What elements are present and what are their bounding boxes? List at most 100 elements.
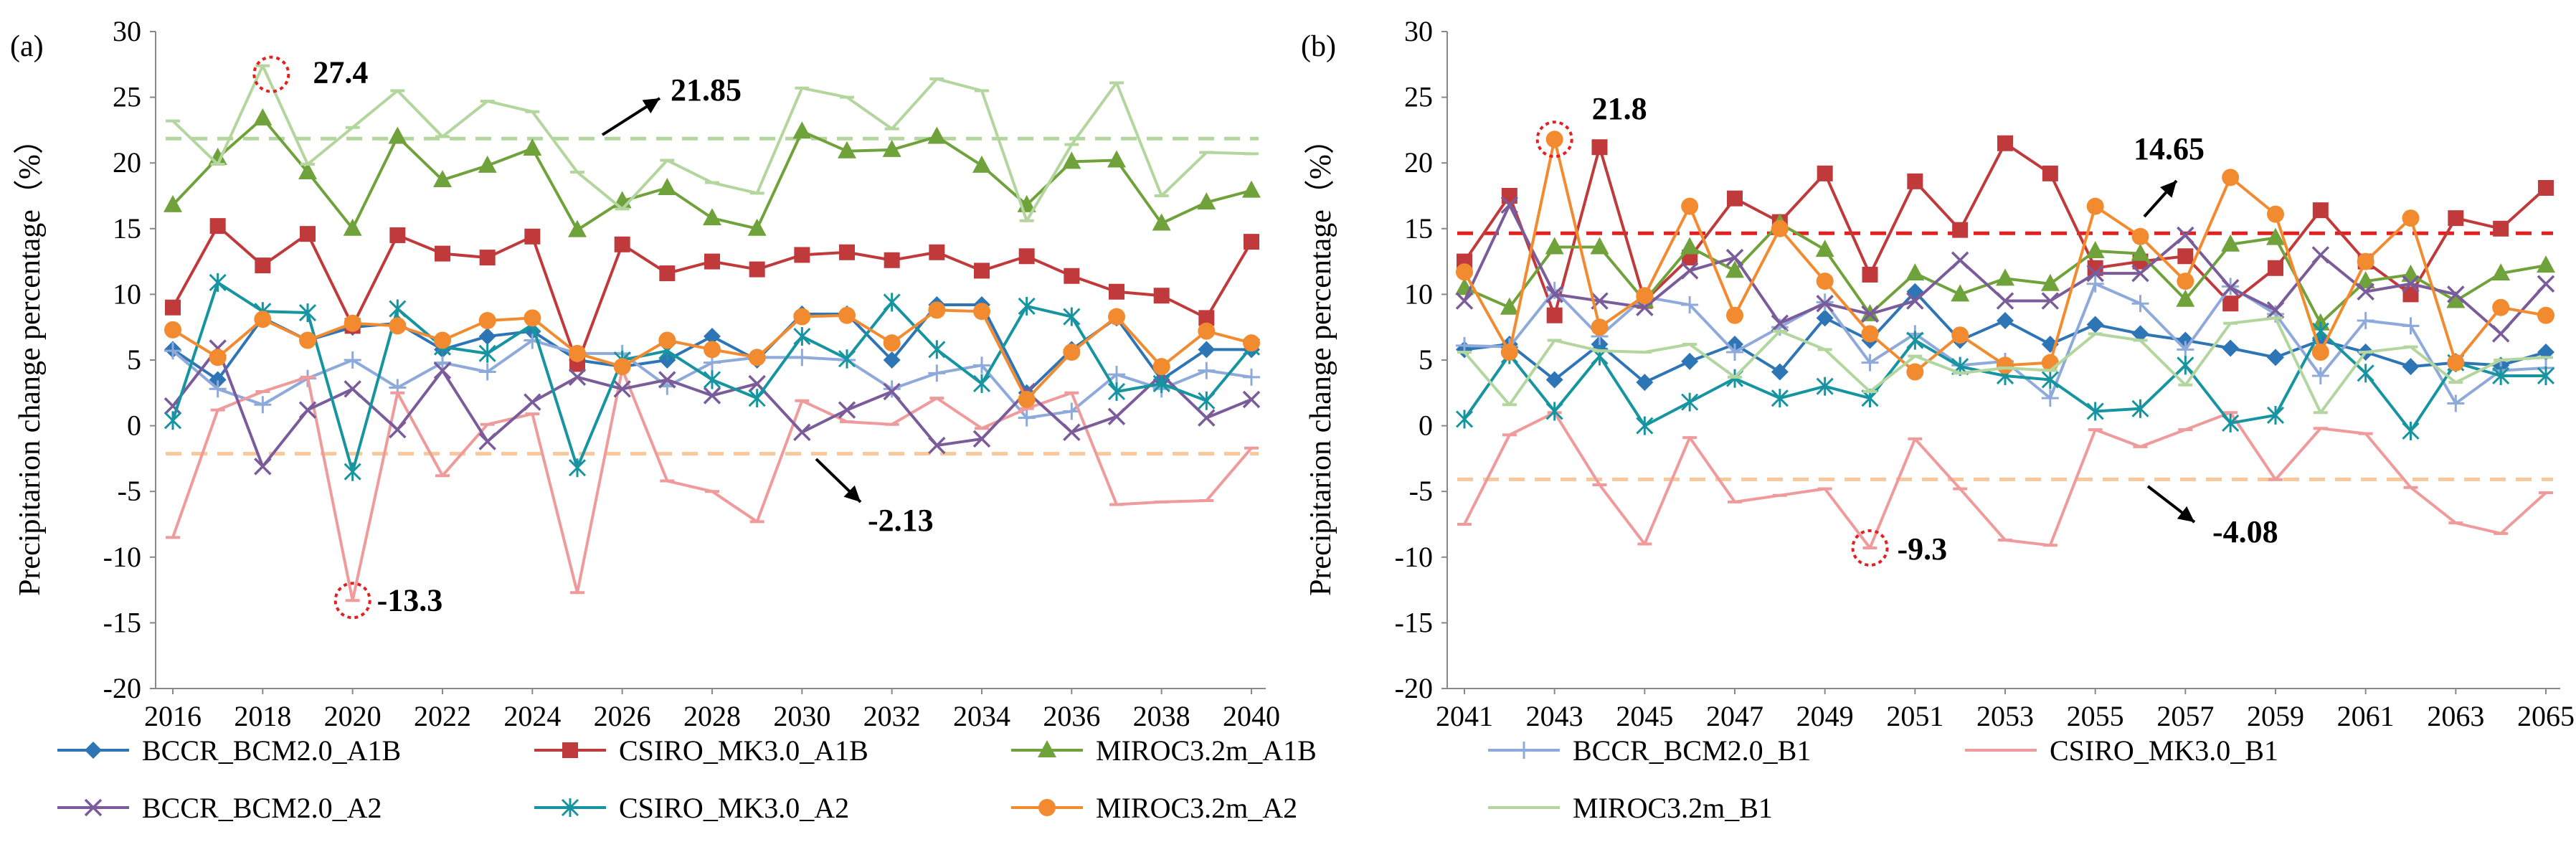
data-point (2176, 289, 2195, 307)
data-point (434, 331, 451, 349)
y-tick-label: 20 (113, 146, 141, 179)
data-point (298, 162, 317, 180)
data-point (1062, 151, 1081, 169)
legend-label: CSIRO_MK3.0_A1B (619, 734, 868, 767)
data-point (1063, 402, 1081, 420)
legend-label: MIROC3.2m_A2 (1096, 792, 1297, 824)
data-point (1906, 331, 1924, 350)
data-point (1680, 237, 1700, 255)
data-point (2493, 220, 2509, 237)
data-point (2537, 275, 2555, 293)
data-point (1545, 285, 1563, 303)
data-point (658, 178, 677, 196)
y-tick-label: -10 (103, 541, 141, 573)
data-point (1242, 180, 1261, 198)
y-tick-label: 30 (113, 15, 141, 47)
data-point (2266, 227, 2285, 245)
data-point (1063, 344, 1081, 361)
data-point (1725, 260, 1744, 278)
data-point (1545, 237, 1564, 255)
data-point (569, 344, 586, 362)
legend-item: CSIRO_MK3.0_B1 (1965, 734, 2278, 767)
data-point (793, 423, 811, 441)
highlight-circle (1535, 120, 1573, 159)
data-point (1018, 409, 1036, 427)
series-MIROC3.2m_B1 (166, 64, 1259, 222)
data-point (1861, 325, 1879, 343)
legend-item: CSIRO_MK3.0_A2 (534, 792, 849, 824)
data-point (1951, 284, 1970, 302)
data-point (613, 358, 631, 376)
legend-marker (1038, 799, 1056, 816)
data-point (974, 262, 990, 279)
data-point (1198, 409, 1216, 427)
data-point (838, 306, 856, 324)
y-tick-label: 10 (1404, 278, 1433, 310)
data-point (1862, 266, 1878, 283)
data-point (433, 170, 452, 188)
legend-item: MIROC3.2m_A2 (1011, 792, 1297, 824)
data-point (2222, 413, 2240, 432)
data-point (1545, 402, 1563, 421)
data-point (884, 252, 900, 268)
series-CSIRO_MK3.0_B1 (1457, 411, 2553, 549)
data-point (1636, 287, 1654, 305)
data-point (2491, 325, 2510, 343)
data-point (524, 309, 541, 327)
data-point (2085, 240, 2105, 258)
data-point (2357, 364, 2374, 383)
data-point (2267, 205, 2284, 223)
data-point (928, 436, 946, 455)
x-tick-label: 2040 (1223, 700, 1280, 732)
data-point (1725, 248, 1744, 267)
data-point (2177, 273, 2194, 290)
data-point (614, 236, 630, 252)
annotation-label: 14.65 (2134, 131, 2205, 166)
data-point (298, 303, 317, 323)
data-point (2357, 283, 2374, 301)
legend-label: MIROC3.2m_A1B (1096, 734, 1317, 767)
data-point (1545, 131, 1563, 148)
data-point (2177, 226, 2194, 245)
x-tick-label: 2043 (1526, 700, 1583, 732)
data-point (1546, 307, 1563, 323)
data-point (164, 194, 182, 212)
data-point (2086, 402, 2104, 421)
legend-item: BCCR_BCM2.0_B1 (1488, 734, 1811, 767)
data-point (2401, 264, 2420, 282)
data-point (2447, 285, 2465, 303)
panel-b: (b) Precipitarion change percentage（%） -20… (1301, 15, 2575, 732)
data-point (929, 244, 945, 260)
data-point (255, 257, 271, 274)
data-point (478, 432, 496, 450)
y-axis-label: Precipitarion change percentage（%） (14, 124, 47, 596)
y-tick-label: 15 (1404, 212, 1433, 245)
data-point (389, 227, 406, 243)
x-tick-label: 2051 (1886, 700, 1943, 732)
data-point (1771, 219, 1789, 237)
data-point (1108, 308, 1125, 326)
data-point (1455, 410, 1474, 429)
data-point (1816, 273, 1834, 290)
data-point (1636, 416, 1654, 435)
y-tick-label: -5 (118, 475, 141, 507)
data-point (1815, 240, 1834, 257)
data-point (209, 380, 227, 398)
x-tick-label: 2065 (2517, 700, 2575, 732)
data-point (749, 261, 765, 278)
data-point (1726, 306, 1743, 324)
annotation-label: -9.3 (1898, 531, 1948, 567)
legend-marker (1515, 742, 1533, 759)
data-point (209, 349, 227, 366)
data-point (389, 299, 407, 318)
arrow-head (642, 98, 660, 114)
y-tick-label: -10 (1395, 541, 1433, 573)
data-point (1681, 392, 1699, 412)
data-point (1198, 322, 1216, 340)
data-point (1500, 297, 1519, 315)
y-tick-label: 25 (1404, 81, 1433, 113)
legend-label: BCCR_BCM2.0_A2 (142, 792, 382, 824)
data-point (927, 126, 947, 144)
arrow-head (843, 485, 861, 502)
highlight-circle (1851, 529, 1889, 567)
